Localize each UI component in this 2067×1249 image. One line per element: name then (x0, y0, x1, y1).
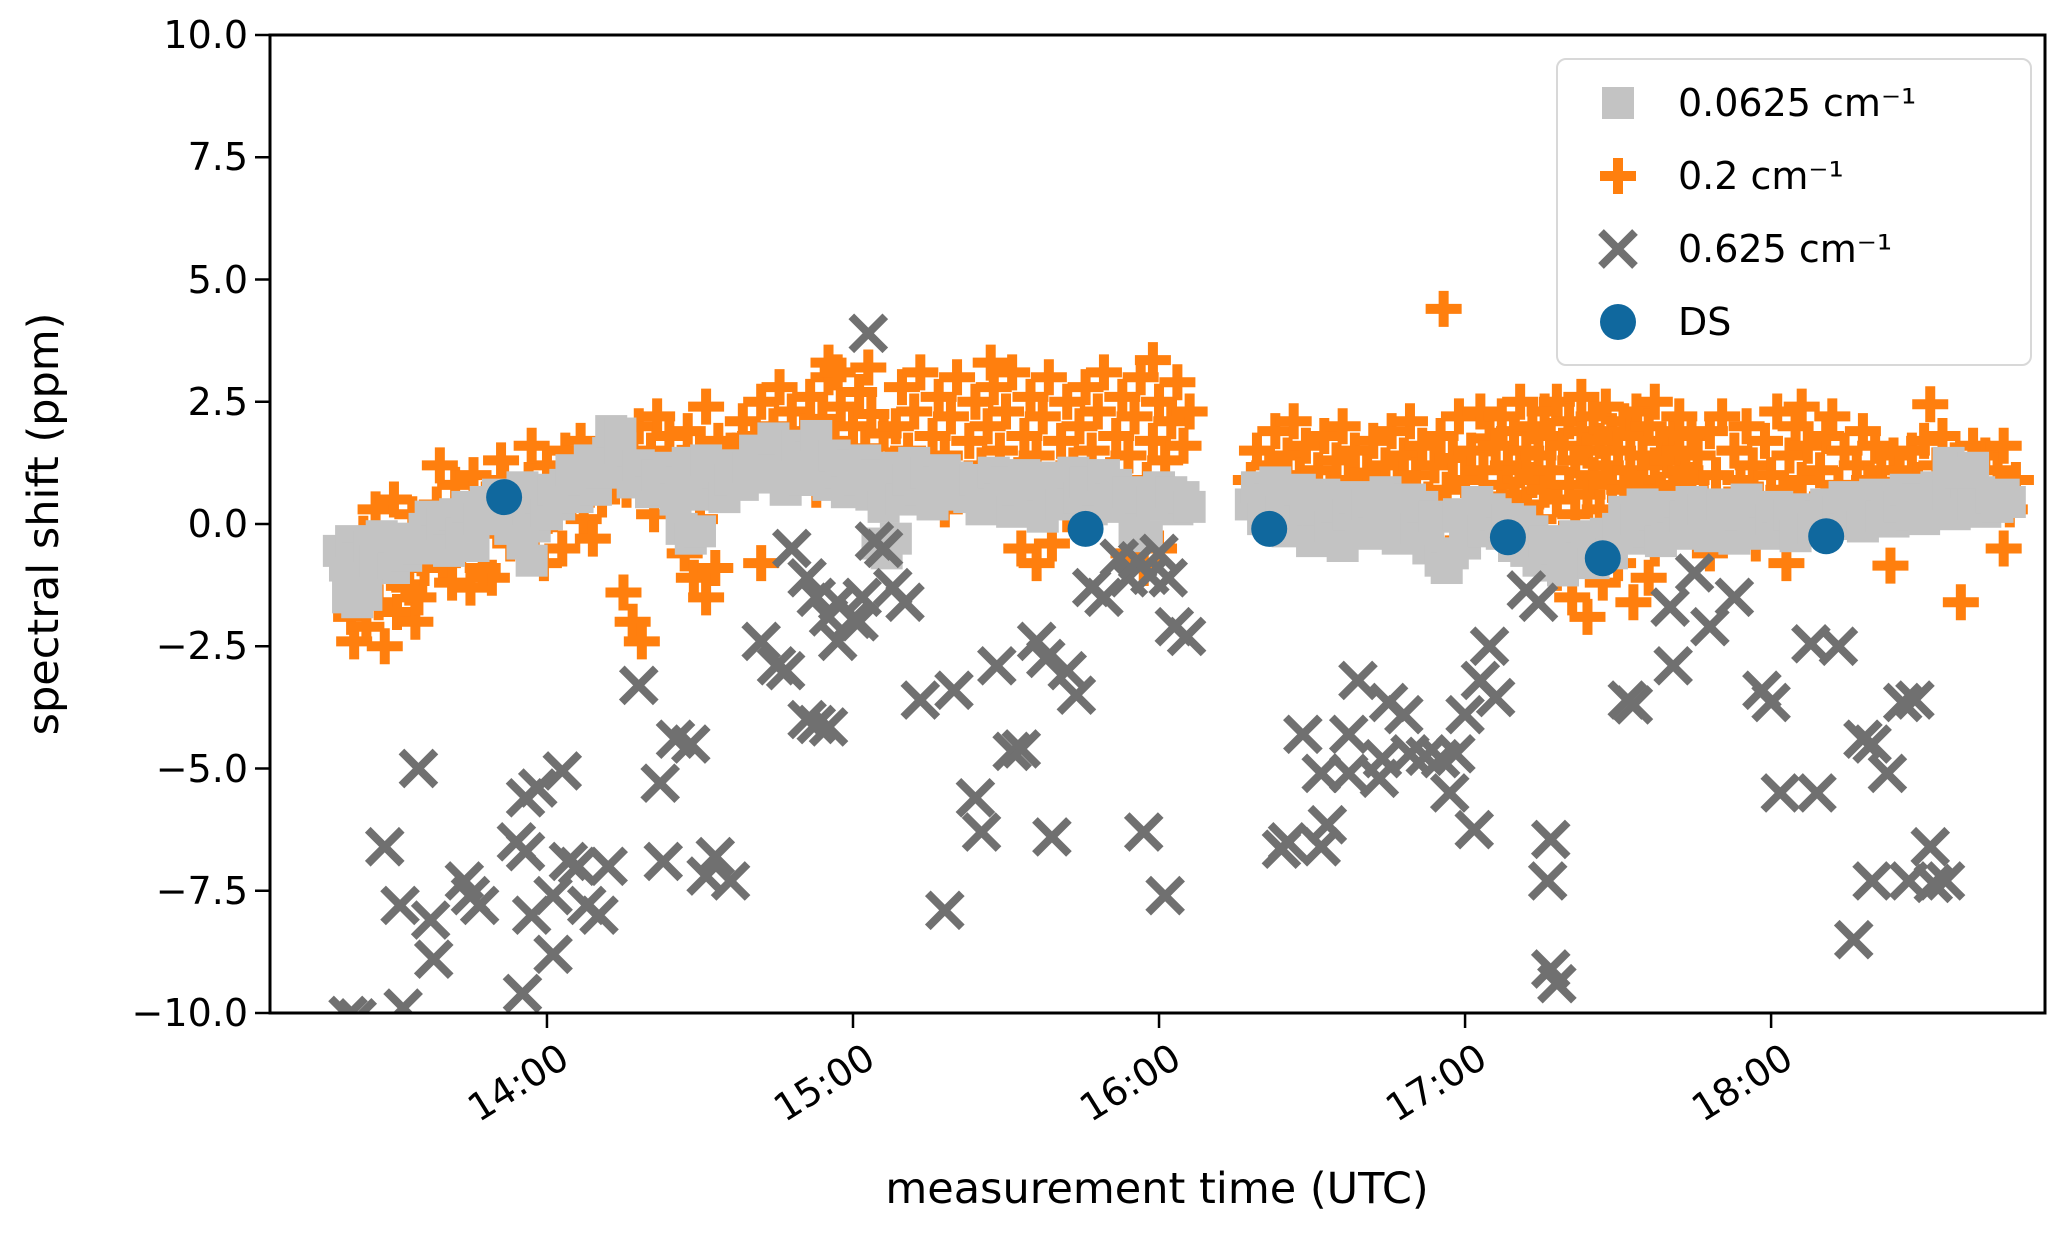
legend-item: 0.0625 cm⁻¹ (1558, 67, 2030, 139)
series-square-points (322, 415, 2026, 619)
plot-area (322, 290, 2034, 1013)
legend-plus-icon (1558, 148, 1678, 204)
legend: 0.0625 cm⁻¹ 0.2 cm⁻¹ 0.625 cm⁻¹ DS (1556, 58, 2032, 366)
y-tick-label: −5.0 (155, 746, 248, 791)
legend-label: 0.2 cm⁻¹ (1678, 153, 1844, 198)
legend-x-icon (1558, 221, 1678, 277)
legend-item: 0.2 cm⁻¹ (1558, 140, 2030, 212)
legend-label: DS (1678, 299, 1732, 344)
series-x-points (328, 313, 1966, 1013)
x-axis-label: measurement time (UTC) (885, 1164, 1429, 1214)
legend-label: 0.0625 cm⁻¹ (1678, 80, 1917, 125)
axis-ticks (255, 33, 1773, 1028)
series-circle-points (486, 479, 1845, 577)
legend-item: 0.625 cm⁻¹ (1558, 213, 2030, 285)
y-tick-label: 2.5 (187, 379, 248, 424)
legend-item: DS (1558, 286, 2030, 358)
y-tick-label: 7.5 (187, 135, 248, 180)
plot-border (268, 33, 2047, 1015)
legend-square-icon (1558, 75, 1678, 131)
y-tick-label: −10.0 (131, 991, 248, 1035)
legend-label: 0.625 cm⁻¹ (1678, 226, 1893, 271)
y-tick-label: 0.0 (187, 502, 248, 546)
legend-circle-icon (1558, 294, 1678, 350)
y-tick-label: 10.0 (163, 13, 248, 57)
y-axis-label: spectral shift (ppm) (19, 312, 69, 736)
y-tick-label: 5.0 (187, 257, 248, 302)
y-tick-label: −2.5 (155, 624, 248, 669)
y-tick-label: −7.5 (155, 868, 248, 913)
